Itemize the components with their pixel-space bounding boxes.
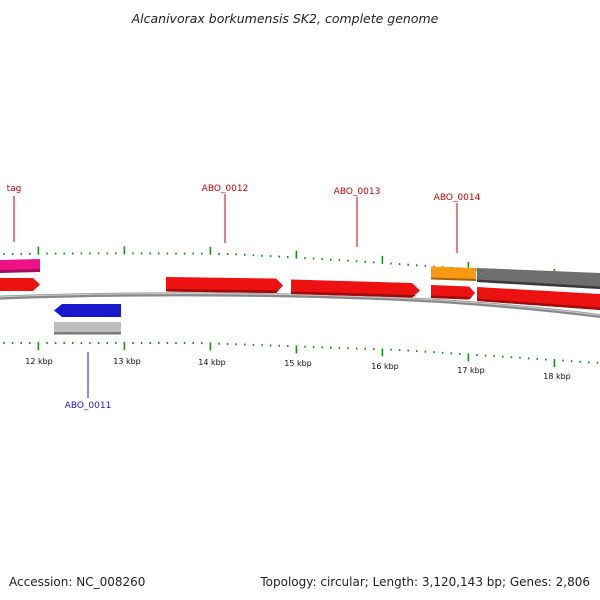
scale-label-16kbp: 16 kbp xyxy=(371,362,399,371)
feature-gray-dark-shade xyxy=(477,279,600,289)
label-abo-0012: ABO_0012 xyxy=(202,184,249,194)
feature-abo-0014-shade xyxy=(431,295,472,300)
scale-label-14kbp: 14 kbp xyxy=(198,358,226,367)
feature-track xyxy=(0,259,600,335)
scale-label-13kbp: 13 kbp xyxy=(113,357,141,366)
scale-label-12kbp: 12 kbp xyxy=(25,357,53,366)
label-tag: tag xyxy=(7,184,22,194)
label-abo-0013: ABO_0013 xyxy=(334,187,381,197)
label-leaders xyxy=(13,194,458,398)
label-abo-0014: ABO_0014 xyxy=(434,193,481,203)
feature-tag-pink-shade xyxy=(0,269,40,273)
feature-gray-light[interactable] xyxy=(54,322,121,334)
topology-text: Topology: circular; Length: 3,120,143 bp… xyxy=(259,575,590,589)
feature-abo-0012-shade xyxy=(166,289,279,293)
label-abo-0011: ABO_0011 xyxy=(65,401,112,411)
feature-tag-gene[interactable] xyxy=(0,278,40,291)
feature-abo-0012[interactable] xyxy=(166,277,283,293)
gene-labels: tag ABO_0012 ABO_0013 ABO_0014 ABO_0011 xyxy=(7,184,481,411)
accession-text: Accession: NC_008260 xyxy=(9,575,145,589)
feature-orange[interactable] xyxy=(431,266,476,281)
scale-label-18kbp: 18 kbp xyxy=(543,372,571,381)
feature-orange-shade xyxy=(431,277,476,281)
feature-abo-0014[interactable] xyxy=(431,285,475,300)
feature-tag-pink[interactable] xyxy=(0,259,40,272)
scale-labels: 12 kbp 13 kbp 14 kbp 15 kbp 16 kbp 17 kb… xyxy=(25,357,571,381)
genome-backbone-highlight xyxy=(0,292,600,316)
scale-label-15kbp: 15 kbp xyxy=(284,359,312,368)
feature-gray-light-shade xyxy=(54,332,121,335)
map-title: Alcanivorax borkumensis SK2, complete ge… xyxy=(131,11,439,26)
scale-label-17kbp: 17 kbp xyxy=(457,366,485,375)
feature-red-long[interactable] xyxy=(477,287,600,310)
feature-abo-0011[interactable] xyxy=(54,304,121,317)
inner-tick-row xyxy=(3,342,599,367)
feature-abo-0013-shade xyxy=(291,291,416,298)
feature-red-long-shade xyxy=(477,298,600,310)
genome-backbone xyxy=(0,292,600,318)
